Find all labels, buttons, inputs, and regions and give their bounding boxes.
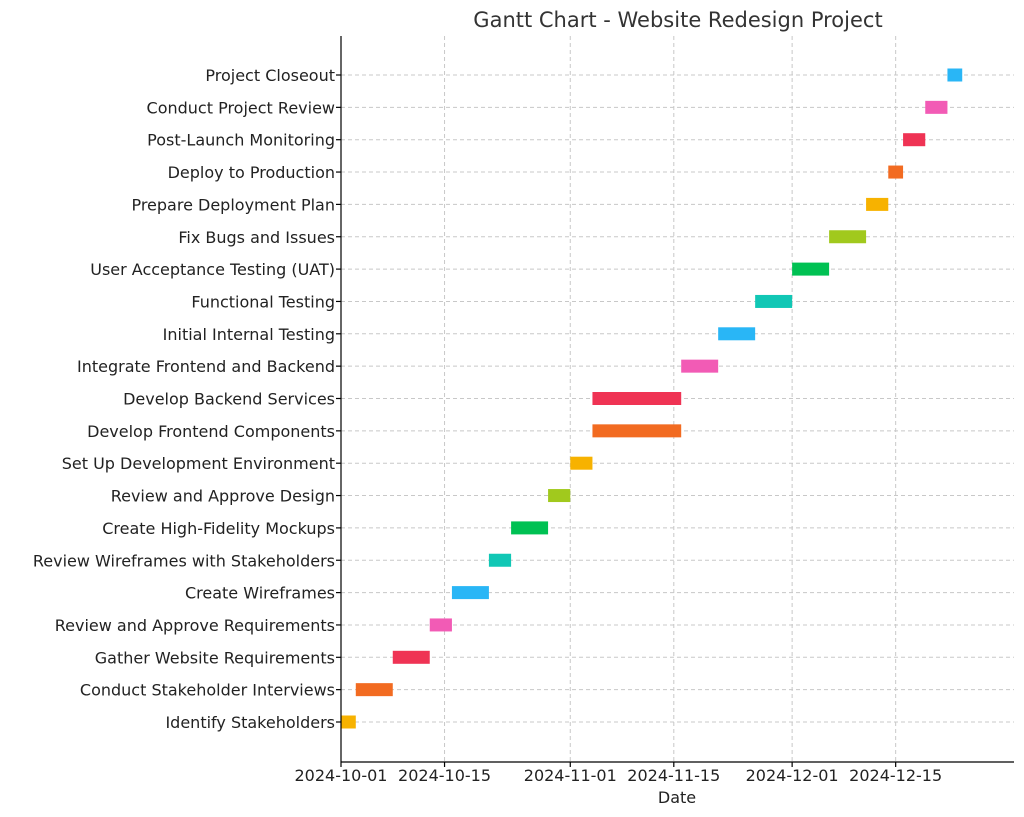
task-bar xyxy=(829,230,867,244)
x-tick-label: 2024-10-01 xyxy=(295,766,388,785)
task-bar xyxy=(592,392,682,405)
task-bar xyxy=(947,68,963,82)
task-bar xyxy=(341,715,356,729)
x-tick-label: 2024-11-01 xyxy=(524,766,617,785)
task-bar xyxy=(888,165,904,179)
task-bar xyxy=(866,197,889,211)
task-bar xyxy=(592,424,682,438)
chart-title: Gantt Chart - Website Redesign Project xyxy=(473,8,882,32)
task-bar xyxy=(570,456,593,470)
x-tick-label: 2024-12-01 xyxy=(746,766,839,785)
task-bar xyxy=(903,133,926,147)
task-label: Review and Approve Requirements xyxy=(55,616,335,635)
task-bar xyxy=(392,650,430,664)
task-label: Post-Launch Monitoring xyxy=(147,131,335,150)
task-bar xyxy=(681,359,719,373)
task-bar xyxy=(355,683,393,697)
task-bar xyxy=(488,553,512,567)
task-bar xyxy=(511,521,549,535)
task-bar xyxy=(429,618,452,632)
task-bar xyxy=(548,489,571,503)
task-bar xyxy=(718,327,756,341)
task-bar xyxy=(792,262,830,276)
task-label: Set Up Development Environment xyxy=(62,454,335,473)
task-label: Identify Stakeholders xyxy=(165,713,335,732)
task-label: Create High-Fidelity Mockups xyxy=(102,519,335,538)
task-label: Project Closeout xyxy=(205,66,335,85)
task-label: Develop Backend Services xyxy=(123,390,335,409)
x-tick-labels: 2024-10-01 2024-10-15 2024-11-01 2024-11-15… xyxy=(295,762,942,785)
task-label: Fix Bugs and Issues xyxy=(178,228,335,247)
task-bar xyxy=(755,294,793,308)
task-bars xyxy=(341,68,963,729)
task-label: Review Wireframes with Stakeholders xyxy=(33,551,335,570)
task-label: Integrate Frontend and Backend xyxy=(77,357,335,376)
x-tick-label: 2024-11-15 xyxy=(627,766,720,785)
task-label: Develop Frontend Components xyxy=(87,422,335,441)
x-axis-label: Date xyxy=(658,788,696,807)
task-labels: Identify Stakeholders Conduct Stakeholder… xyxy=(33,66,341,732)
task-label: Initial Internal Testing xyxy=(163,325,335,344)
task-label: Deploy to Production xyxy=(168,163,335,182)
task-label: Review and Approve Design xyxy=(111,487,335,506)
task-bar xyxy=(925,100,948,114)
task-label: User Acceptance Testing (UAT) xyxy=(90,260,335,279)
task-label: Conduct Project Review xyxy=(147,98,335,117)
task-bar xyxy=(451,586,489,600)
task-label: Functional Testing xyxy=(191,292,335,311)
task-label: Conduct Stakeholder Interviews xyxy=(80,681,335,700)
task-label: Gather Website Requirements xyxy=(95,648,335,667)
x-tick-label: 2024-12-15 xyxy=(849,766,942,785)
x-tick-label: 2024-10-15 xyxy=(398,766,491,785)
task-label: Prepare Deployment Plan xyxy=(131,195,335,214)
task-label: Create Wireframes xyxy=(185,584,335,603)
